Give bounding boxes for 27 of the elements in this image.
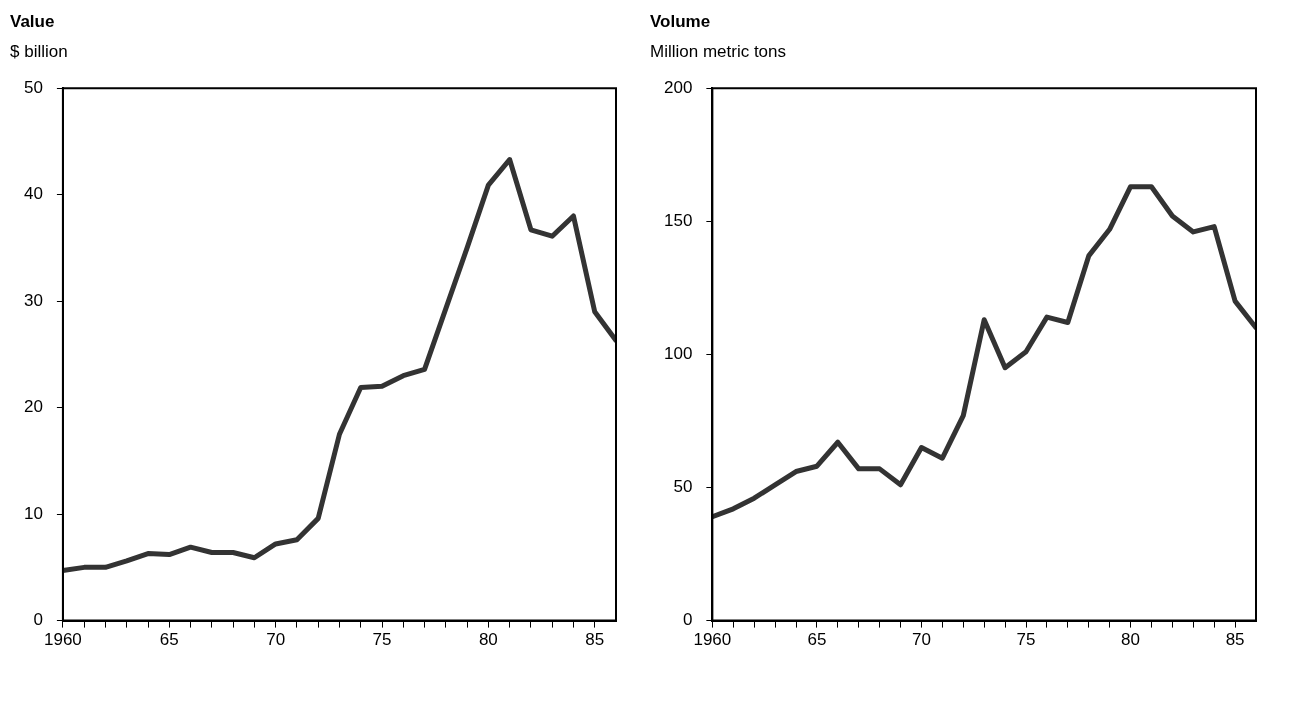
y-axis-title: Million metric tons [650,42,788,62]
y-tick-label: 40 [23,184,43,204]
x-tick-label: 1960 [693,630,732,650]
x-tick-label: 65 [159,630,179,650]
x-tick-label: 70 [911,630,931,650]
y-axis-title: $ billion [10,42,69,62]
y-tick-label: 200 [663,77,693,97]
chart-title: Value [10,12,56,32]
y-tick-label: 50 [673,477,693,497]
y-tick-label: 30 [23,290,43,310]
x-tick-label: 65 [807,630,827,650]
x-tick-label: 75 [372,630,392,650]
x-tick-label: 85 [1225,630,1245,650]
y-tick-label: 20 [23,397,43,417]
x-tick-label: 1960 [44,630,82,650]
y-tick-label: 150 [663,210,693,230]
x-tick-label: 80 [478,630,498,650]
y-tick-label: 10 [23,503,43,523]
x-tick-label: 75 [1016,630,1036,650]
x-tick-label: 80 [1121,630,1141,650]
y-tick-label: 0 [682,610,693,630]
x-tick-label: 85 [585,630,605,650]
chart-title: Volume [650,12,712,32]
x-tick-label: 70 [266,630,286,650]
y-tick-label: 100 [663,344,693,364]
y-tick-label: 50 [23,77,43,97]
y-tick-label: 0 [33,610,43,630]
